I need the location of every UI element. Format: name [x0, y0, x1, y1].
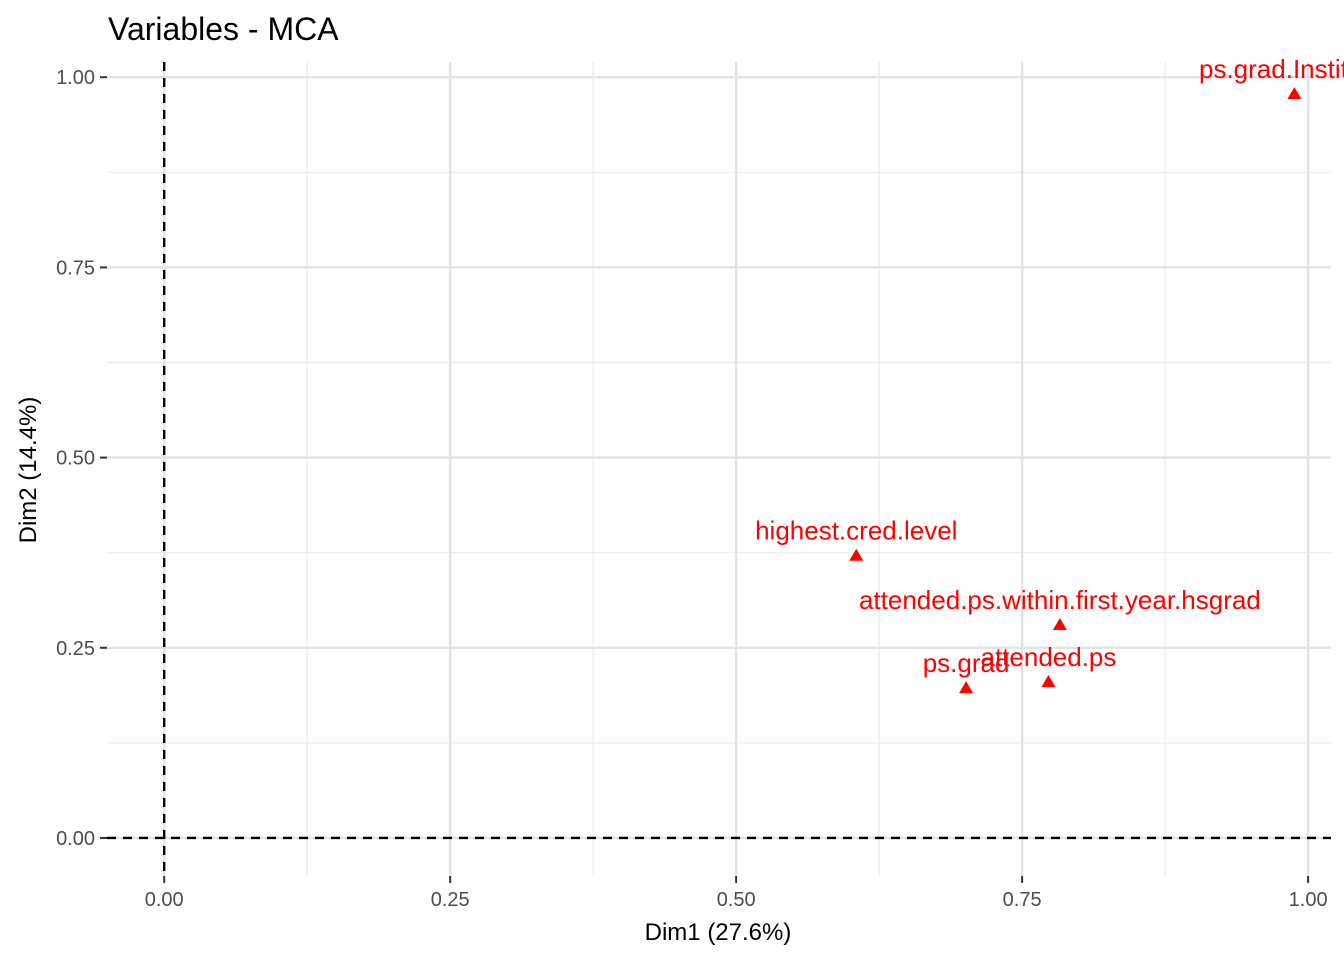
- data-points: ps.grad.Institutio highest.cred.level atte…: [755, 54, 1344, 694]
- x-tick-label: 0.75: [1003, 889, 1042, 911]
- point-label: attended.ps: [981, 642, 1117, 672]
- y-axis: 0.00 0.25 0.50 0.75 1.00: [56, 67, 107, 850]
- x-axis: 0.00 0.25 0.50 0.75 1.00: [145, 876, 1328, 911]
- triangle-point: [1287, 86, 1302, 99]
- x-axis-title: Dim1 (27.6%): [645, 919, 792, 946]
- y-tick-label: 0.00: [56, 828, 95, 850]
- x-tick-label: 0.25: [431, 889, 470, 911]
- point-label: attended.ps.within.first.year.hsgrad: [859, 585, 1261, 615]
- x-tick-label: 0.00: [145, 889, 184, 911]
- triangle-point: [959, 681, 974, 694]
- y-tick-label: 0.50: [56, 448, 95, 470]
- y-tick-label: 0.75: [56, 257, 95, 279]
- point-label: ps.grad: [923, 648, 1010, 678]
- x-tick-label: 1.00: [1289, 889, 1328, 911]
- reference-lines: [107, 62, 1331, 876]
- grid-lines: [107, 62, 1331, 876]
- triangle-point: [1041, 675, 1056, 688]
- point-label: ps.grad.Institutio: [1199, 54, 1344, 84]
- chart-title: Variables - MCA: [108, 11, 339, 47]
- triangle-point: [849, 548, 864, 561]
- x-tick-label: 0.50: [717, 889, 756, 911]
- point-label: highest.cred.level: [755, 516, 957, 546]
- triangle-point: [1052, 617, 1067, 630]
- y-axis-title: Dim2 (14.4%): [15, 397, 42, 544]
- y-tick-label: 0.25: [56, 638, 95, 660]
- y-tick-label: 1.00: [56, 67, 95, 89]
